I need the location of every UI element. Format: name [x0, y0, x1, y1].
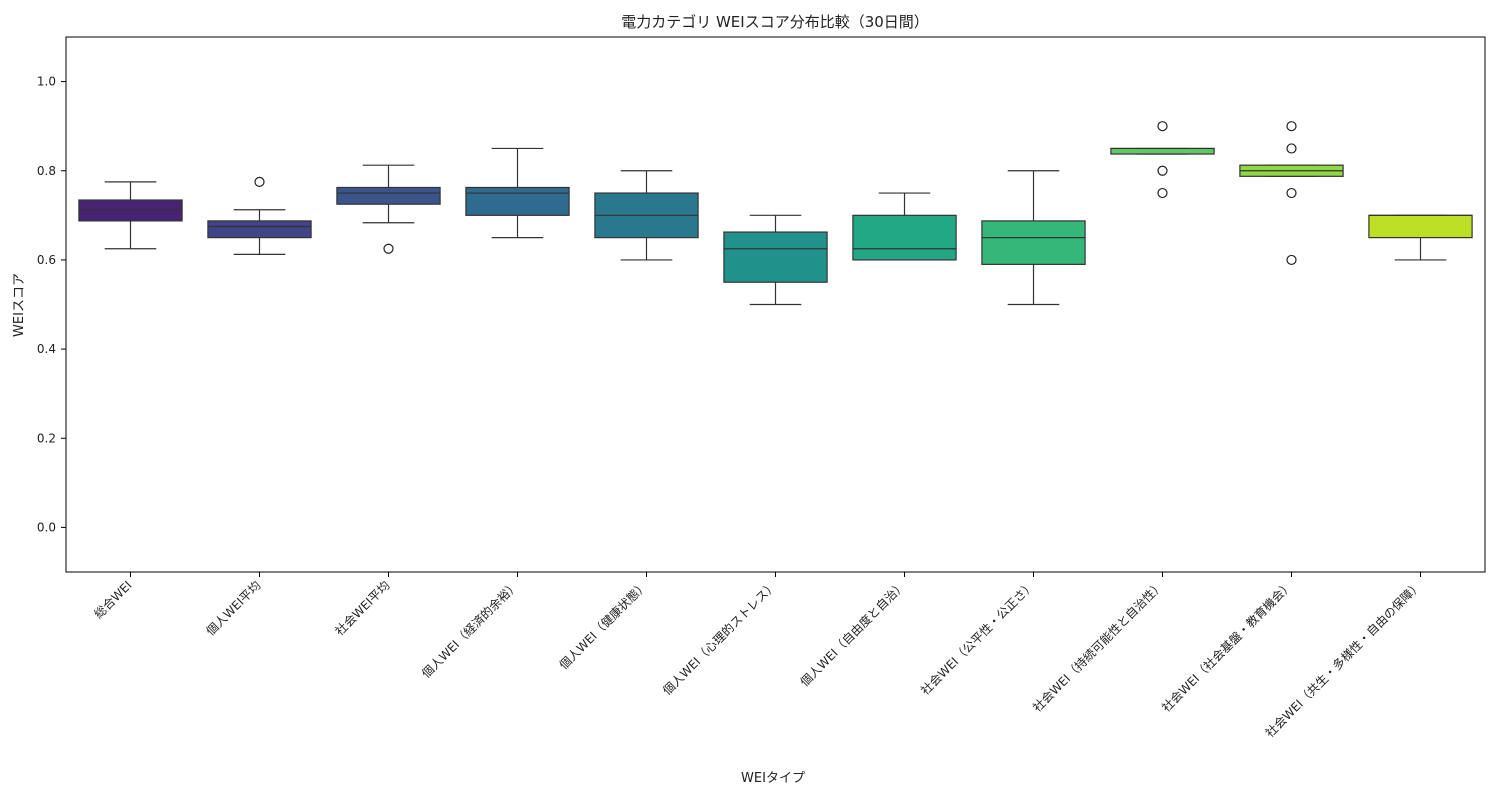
box-group	[207, 176, 312, 255]
x-tick-label: 総合WEI	[91, 578, 135, 622]
outlier-point	[1157, 165, 1168, 176]
x-axis-title: WEIタイプ	[741, 771, 805, 786]
x-tick-label: 個人WEI（心理的ストレス）	[659, 578, 779, 698]
box	[78, 199, 183, 222]
box	[852, 214, 957, 261]
box-group	[723, 214, 828, 306]
x-tick-label: 個人WEI（自由度と自治）	[797, 578, 909, 690]
box-group	[465, 147, 570, 239]
x-tick-label: 社会WEI（公平性・公正さ）	[917, 578, 1037, 698]
outlier-point	[1286, 143, 1297, 154]
box-group	[336, 164, 441, 254]
y-tick-label: 0.6	[37, 253, 56, 267]
box-group	[594, 170, 699, 261]
x-tick-label: 社会WEI（社会基盤・教育機会）	[1158, 578, 1295, 715]
box	[1110, 147, 1215, 155]
box	[723, 231, 828, 283]
x-tick-label: 個人WEI（健康状態）	[556, 578, 651, 673]
box-group	[981, 170, 1086, 306]
y-tick-label: 0.8	[37, 164, 56, 178]
box	[465, 186, 570, 216]
y-tick-label: 0.2	[37, 431, 56, 445]
outlier-point	[254, 176, 265, 187]
outlier-point	[1157, 187, 1168, 199]
x-tick-label: 社会WEI（共生・多様性・自由の保障）	[1262, 578, 1425, 741]
y-axis-title: WEIスコア	[12, 273, 27, 337]
outlier-point	[1286, 254, 1297, 266]
y-tick-label: 0.4	[37, 342, 56, 356]
outlier-point	[1286, 121, 1297, 132]
box	[981, 220, 1086, 265]
box-group	[1239, 121, 1344, 266]
outlier-point	[383, 243, 394, 254]
box-group	[1110, 121, 1215, 199]
outlier-point	[1286, 187, 1297, 199]
box-group	[78, 181, 183, 250]
x-tick-label: 社会WEI平均	[332, 578, 393, 639]
box	[1368, 214, 1473, 239]
x-tick-label: 社会WEI（持続可能性と自治性）	[1029, 578, 1166, 715]
chart-title: 電力カテゴリ WEIスコア分布比較（30日間）	[621, 13, 929, 31]
box-group	[852, 192, 957, 261]
box-group	[1368, 214, 1473, 261]
x-tick-label: 個人WEI（経済的余裕）	[418, 578, 521, 681]
x-tick-label: 個人WEI平均	[204, 578, 264, 638]
box	[336, 186, 441, 205]
y-tick-label: 1.0	[37, 75, 56, 89]
y-tick-label: 0.0	[37, 520, 56, 534]
box	[207, 220, 312, 239]
outlier-point	[1157, 121, 1168, 132]
